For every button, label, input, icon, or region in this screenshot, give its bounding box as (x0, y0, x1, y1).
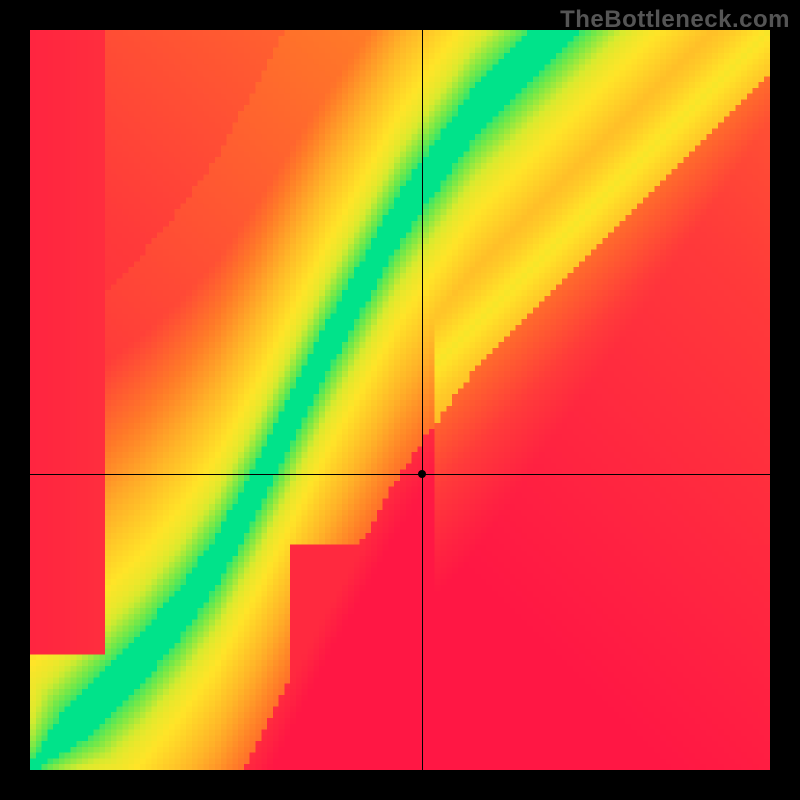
watermark-text: TheBottleneck.com (560, 6, 790, 34)
chart-container: TheBottleneck.com (0, 0, 800, 800)
crosshair-horizontal (30, 474, 770, 475)
selection-marker (418, 470, 426, 478)
plot-area (30, 30, 770, 770)
heatmap-canvas (30, 30, 770, 770)
crosshair-vertical (422, 30, 423, 770)
